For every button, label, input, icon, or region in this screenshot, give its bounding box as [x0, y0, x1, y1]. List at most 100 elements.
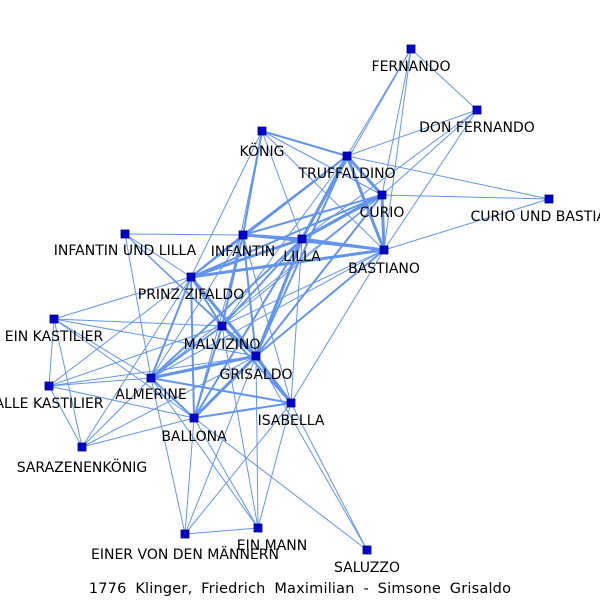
node-label-malvizino: MALVIZINO	[184, 337, 261, 353]
edge-ein_kastilier-alle_kastilier	[48, 318, 55, 387]
node-label-ballona: BALLONA	[161, 429, 227, 445]
node-saluzzo[interactable]	[362, 545, 372, 555]
edge-curio-bastiano	[380, 194, 386, 251]
node-almerine[interactable]	[146, 373, 156, 383]
edge-grisaldo-saluzzo	[255, 355, 368, 551]
node-label-almerine: ALMERINE	[115, 387, 186, 403]
node-label-curio: CURIO	[360, 205, 405, 221]
node-label-curio-bastiano: CURIO UND BASTIANO	[470, 209, 600, 225]
node-infantin-lilla[interactable]	[120, 229, 130, 239]
edge-infantin-lilla	[242, 233, 303, 241]
edge-lilla-isabella	[290, 238, 303, 404]
edge-almerine-ballona	[150, 377, 195, 419]
node-isabella[interactable]	[286, 398, 296, 408]
node-einer-von-den-maennern[interactable]	[180, 529, 190, 539]
edge-infantin_lilla-infantin	[124, 233, 244, 236]
edge-bastiano-curio_bastiano	[383, 198, 550, 251]
edge-isabella-einer_von_den_maennern	[184, 402, 292, 535]
edge-prinz_zifaldo-almerine	[150, 276, 192, 379]
node-label-truffaldino: TRUFFALDINO	[297, 166, 395, 182]
edge-isabella-ballona	[193, 402, 292, 419]
edge-lilla-ballona	[193, 238, 303, 419]
edge-curio-infantin	[242, 194, 383, 236]
graph-caption: 1776 Klinger, Friedrich Maximilian - Sim…	[88, 581, 512, 597]
edge-grisaldo-ein_mann	[255, 355, 259, 529]
edge-alle_kastilier-sarazenenkoenig	[48, 385, 83, 448]
node-lilla[interactable]	[297, 234, 307, 244]
node-ballona[interactable]	[189, 413, 199, 423]
node-label-koenig: KÖNIG	[240, 142, 285, 160]
edge-prinz_zifaldo-ein_kastilier	[53, 276, 192, 320]
node-malvizino[interactable]	[217, 321, 227, 331]
edge-curio-curio_bastiano	[381, 194, 550, 200]
edge-don_fernando-bastiano	[383, 109, 478, 251]
edge-bastiano-almerine	[150, 249, 385, 379]
node-curio[interactable]	[377, 190, 387, 200]
edge-curio-grisaldo	[255, 194, 383, 357]
edge-malvizino-ballona	[193, 325, 223, 419]
edge-fernando-bastiano	[383, 48, 412, 251]
edge-almerine-ein_mann	[150, 377, 259, 529]
node-grisaldo[interactable]	[251, 351, 261, 361]
node-koenig[interactable]	[257, 126, 267, 136]
edge-almerine-sarazenenkoenig	[81, 377, 152, 448]
node-label-fernando: FERNANDO	[372, 59, 451, 75]
edge-grisaldo-sarazenenkoenig	[81, 355, 257, 448]
node-prinz-zifaldo[interactable]	[186, 272, 196, 282]
edge-truffaldino-malvizino	[221, 155, 348, 327]
edge-koenig-prinz_zifaldo	[190, 130, 263, 278]
node-sarazenenkoenig[interactable]	[77, 442, 87, 452]
edge-koenig-curio	[261, 130, 383, 196]
edge-grisaldo-ballona	[192, 354, 258, 420]
edge-koenig-bastiano	[261, 130, 385, 251]
edge-curio-almerine	[150, 194, 383, 379]
edge-lilla-malvizino	[221, 238, 303, 327]
edge-truffaldino-curio	[345, 154, 384, 197]
edge-ein_kastilier-almerine	[53, 318, 152, 379]
edge-bastiano-malvizino	[221, 249, 385, 327]
edge-don_fernando-truffaldino	[346, 109, 478, 157]
node-label-don-fernando: DON FERNANDO	[419, 120, 535, 136]
edge-bastiano-grisaldo	[255, 249, 385, 357]
node-label-lilla: LILLA	[283, 249, 321, 265]
node-label-infantin: INFANTIN	[211, 244, 276, 260]
edge-ein_kastilier-grisaldo	[53, 318, 257, 357]
node-label-ein-kastilier: EIN KASTILIER	[5, 329, 104, 345]
edge-grisaldo-alle_kastilier	[48, 355, 257, 387]
edge-ballona-sarazenenkoenig	[81, 417, 195, 448]
edge-curio-lilla	[301, 193, 383, 241]
node-infantin[interactable]	[238, 230, 248, 240]
edge-grisaldo-almerine	[150, 354, 257, 380]
node-label-alle-kastilier: ALLE KASTILIER	[0, 396, 104, 412]
edge-infantin_lilla-prinz_zifaldo	[124, 233, 192, 278]
node-ein-mann[interactable]	[253, 523, 263, 533]
node-label-ein-mann: EIN MANN	[237, 538, 308, 554]
edge-prinz_zifaldo-sarazenenkoenig	[81, 276, 192, 448]
edge-ballona-einer_von_den_maennern	[184, 417, 195, 535]
edge-alle_kastilier-ballona	[48, 385, 195, 419]
node-label-prinz-zifaldo: PRINZ ZIFALDO	[138, 287, 244, 303]
edge-ballona-ein_mann	[193, 417, 259, 529]
edge-ballona-saluzzo	[193, 417, 368, 551]
node-label-saluzzo: SALUZZO	[334, 560, 400, 576]
node-label-sarazenenkoenig: SARAZENENKÖNIG	[17, 458, 148, 476]
node-label-bastiano: BASTIANO	[348, 261, 420, 277]
node-curio-bastiano[interactable]	[544, 194, 554, 204]
edge-almerine-einer_von_den_maennern	[150, 377, 186, 535]
node-ein-kastilier[interactable]	[49, 314, 59, 324]
node-alle-kastilier[interactable]	[44, 381, 54, 391]
edge-grisaldo-einer_von_den_maennern	[184, 355, 257, 535]
edge-truffaldino-grisaldo	[255, 155, 348, 357]
edge-curio-prinz_zifaldo	[190, 194, 383, 278]
edge-isabella-ein_mann	[257, 402, 292, 529]
node-bastiano[interactable]	[379, 245, 389, 255]
edge-fernando-curio	[381, 48, 412, 196]
node-fernando[interactable]	[406, 44, 416, 54]
nodes-layer	[44, 44, 554, 555]
edge-bastiano-isabella	[290, 249, 385, 404]
edge-infantin-almerine	[150, 234, 244, 379]
edge-lilla-prinz_zifaldo	[190, 237, 303, 279]
node-don-fernando[interactable]	[472, 105, 482, 115]
node-truffaldino[interactable]	[342, 151, 352, 161]
